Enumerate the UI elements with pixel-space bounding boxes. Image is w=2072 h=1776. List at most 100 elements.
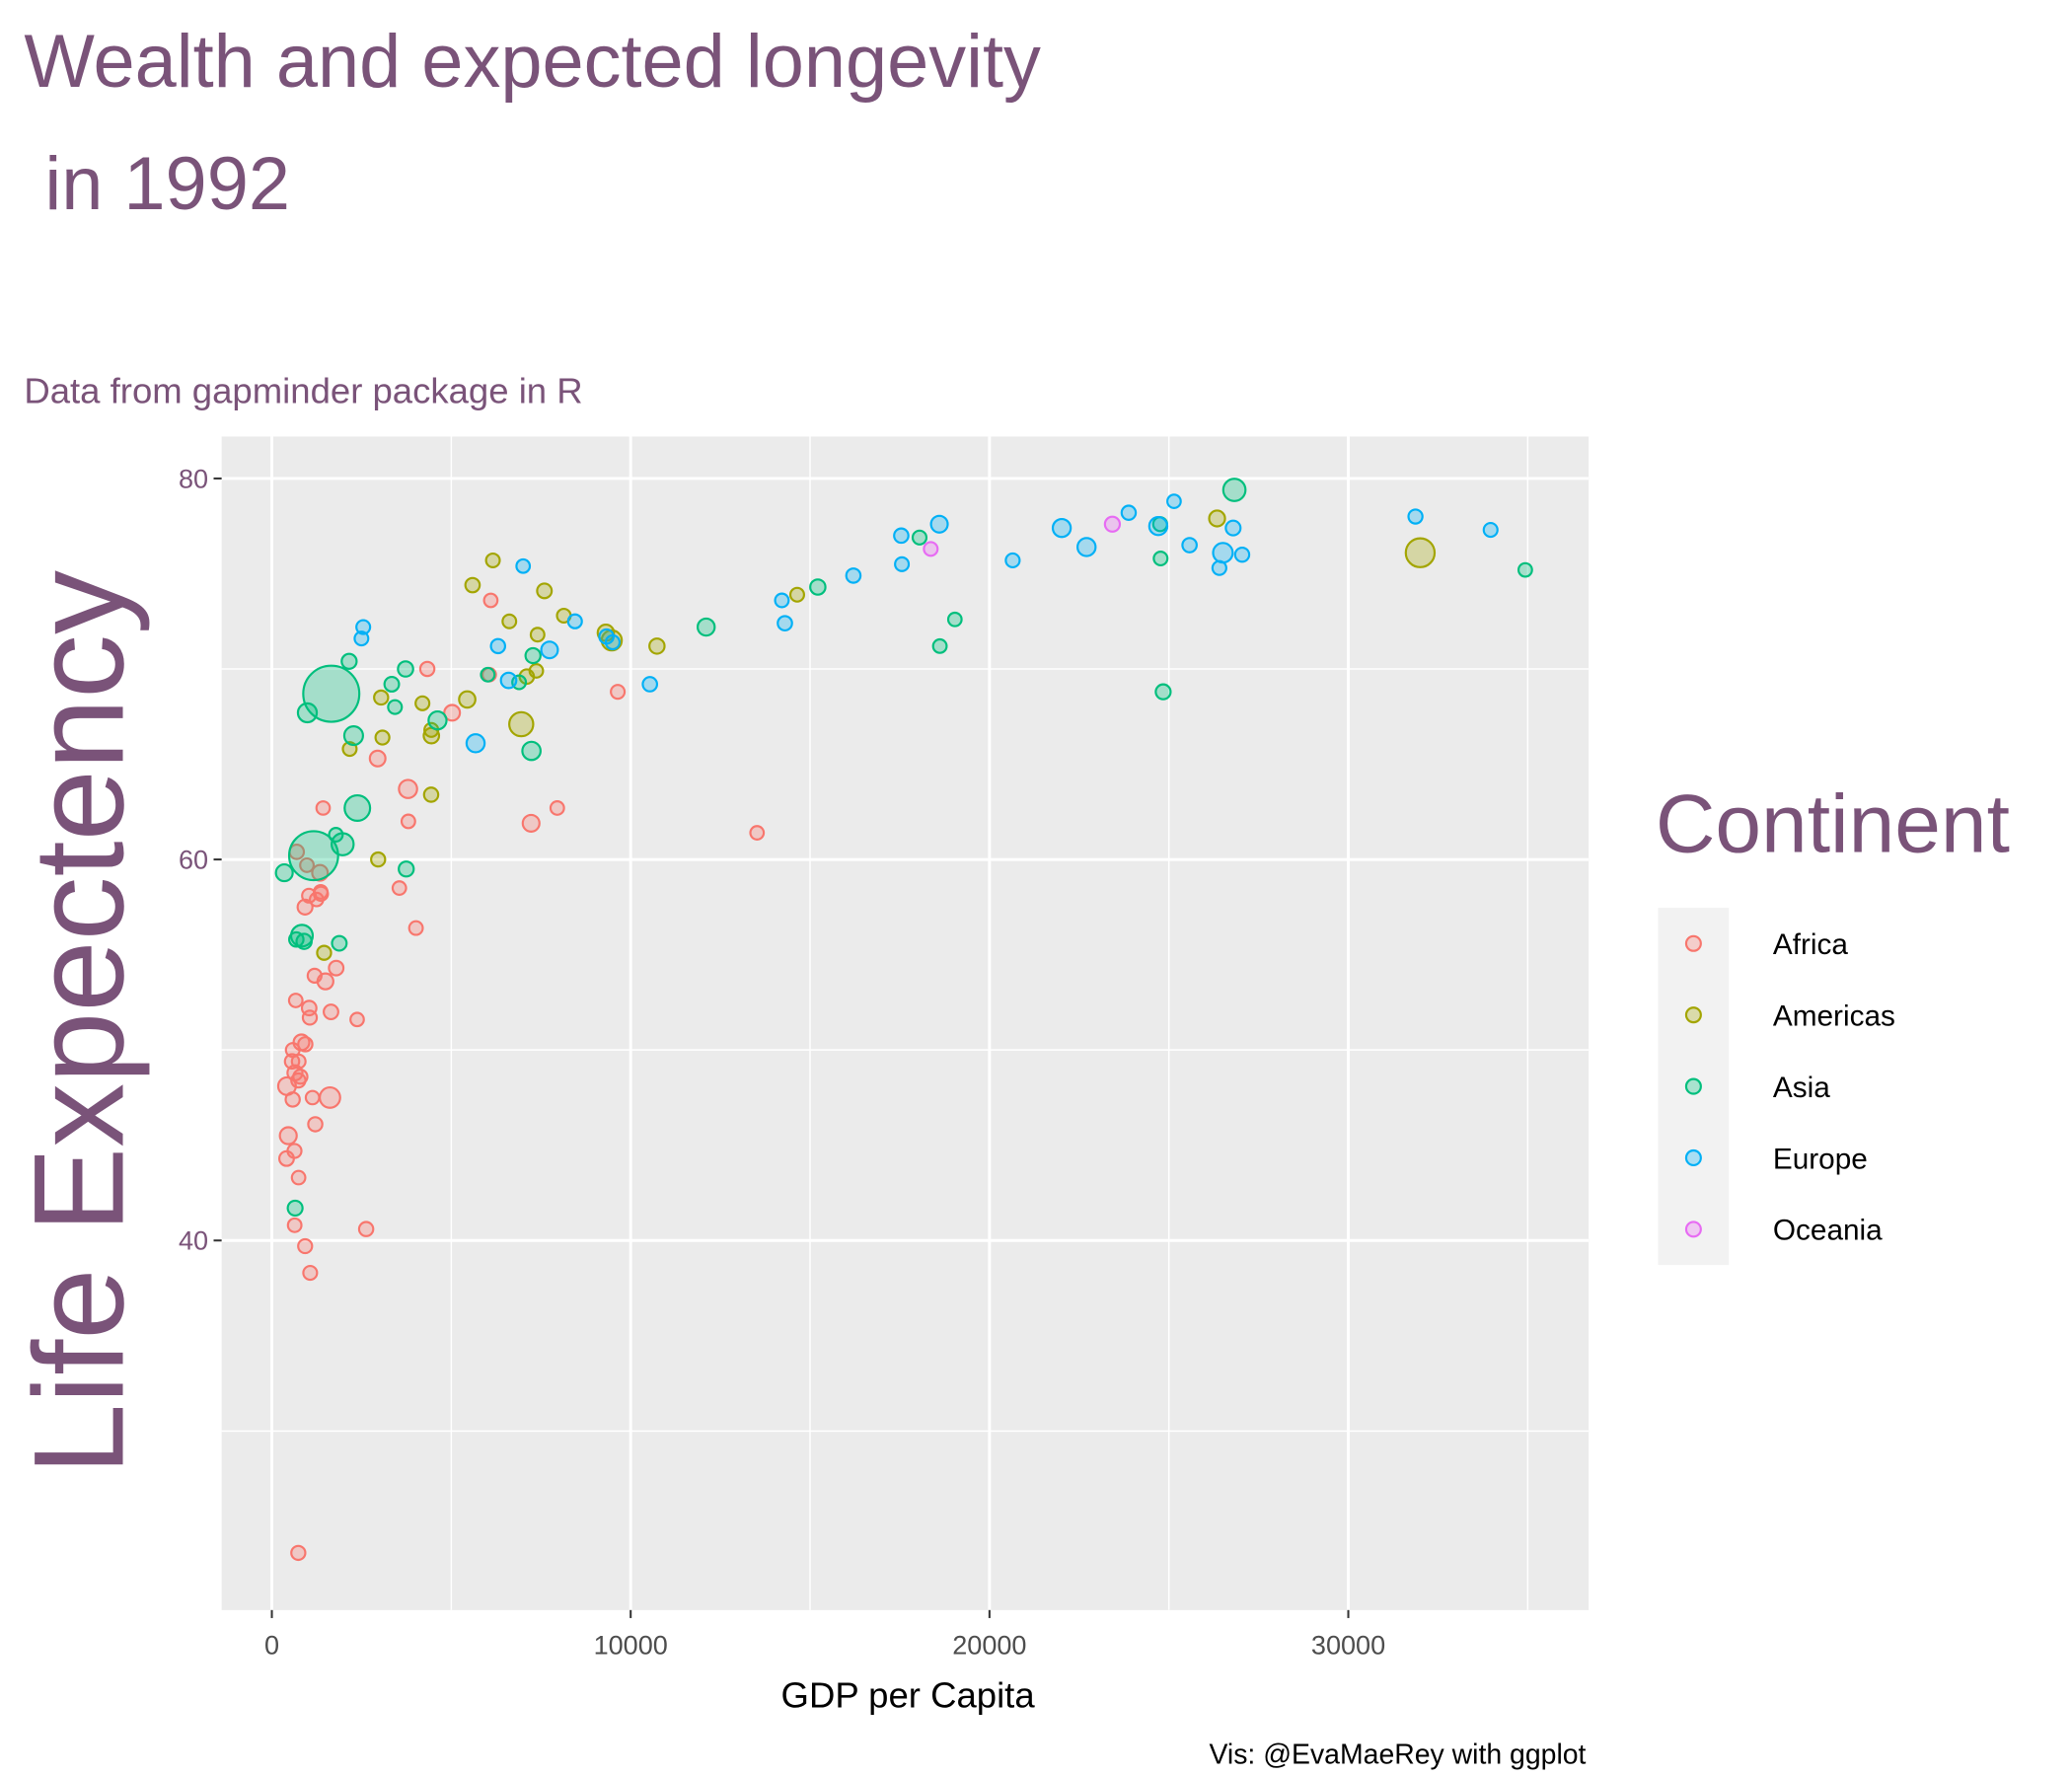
point xyxy=(1233,546,1251,563)
point xyxy=(465,733,486,754)
point xyxy=(299,856,315,873)
legend-key xyxy=(1684,1006,1702,1024)
legend-label: Europe xyxy=(1773,1143,1868,1175)
point xyxy=(549,800,565,816)
legend-key-background xyxy=(1658,908,1730,1266)
point xyxy=(414,695,431,711)
y-tick-label: 80 xyxy=(179,464,208,493)
point xyxy=(1212,542,1234,564)
point xyxy=(749,825,766,841)
point xyxy=(427,709,448,731)
point xyxy=(383,675,401,693)
legend-title: Continent xyxy=(1656,777,2010,869)
point xyxy=(297,1237,314,1255)
point xyxy=(911,529,928,546)
x-axis-label: GDP per Capita xyxy=(781,1675,1036,1716)
x-tick-label: 20000 xyxy=(952,1630,1026,1660)
point xyxy=(355,619,372,635)
point xyxy=(540,640,559,660)
point xyxy=(610,684,627,701)
point xyxy=(1517,561,1533,578)
point xyxy=(286,1199,304,1218)
point xyxy=(1208,509,1226,528)
title-line: Wealth and expected longevity xyxy=(24,20,1041,104)
point xyxy=(274,863,294,883)
point xyxy=(946,611,963,628)
point xyxy=(788,586,805,603)
point xyxy=(1407,508,1424,525)
point xyxy=(443,703,462,722)
point xyxy=(528,663,545,679)
point xyxy=(501,613,518,629)
point xyxy=(307,1116,324,1133)
panel-background xyxy=(221,436,1590,1610)
point xyxy=(521,740,542,762)
point xyxy=(1404,537,1437,568)
point xyxy=(368,749,387,768)
point xyxy=(328,959,345,977)
chart-subtitle: Data from gapminder package in R xyxy=(24,371,582,411)
point xyxy=(331,934,348,952)
point xyxy=(301,887,318,904)
legend-key xyxy=(1684,1148,1702,1166)
point xyxy=(387,699,404,715)
point xyxy=(482,592,499,609)
y-axis-label: Life Expectency xyxy=(6,570,150,1475)
point xyxy=(777,615,793,632)
point xyxy=(480,666,496,683)
legend-key xyxy=(1684,934,1702,952)
title-line: in 1992 xyxy=(24,142,290,226)
point xyxy=(499,671,518,690)
point xyxy=(295,932,313,950)
point xyxy=(1051,517,1073,539)
point xyxy=(323,1003,339,1020)
point xyxy=(1152,551,1169,567)
legend-label: Americas xyxy=(1773,1000,1895,1033)
grid xyxy=(221,436,1590,1610)
point xyxy=(287,993,304,1008)
point xyxy=(845,567,862,584)
point xyxy=(397,660,414,678)
point xyxy=(1004,552,1021,569)
point xyxy=(641,676,659,693)
point xyxy=(353,630,370,647)
point xyxy=(929,514,949,534)
point xyxy=(374,729,391,746)
point xyxy=(400,813,416,830)
point xyxy=(398,778,418,799)
points xyxy=(274,478,1533,1562)
legend-label: Africa xyxy=(1773,928,1849,961)
point xyxy=(508,710,535,738)
point xyxy=(296,702,319,724)
point xyxy=(697,617,716,637)
x-tick-label: 10000 xyxy=(594,1630,668,1660)
point xyxy=(464,576,481,594)
y-tick-label: 40 xyxy=(179,1226,208,1256)
legend-key xyxy=(1684,1077,1702,1095)
legend-label: Asia xyxy=(1773,1072,1830,1104)
point xyxy=(349,1011,365,1028)
point xyxy=(489,637,507,655)
point xyxy=(318,1086,341,1109)
point xyxy=(284,1091,301,1108)
point xyxy=(290,1169,307,1186)
point xyxy=(515,557,532,574)
point xyxy=(290,1544,307,1562)
point xyxy=(302,664,361,723)
point xyxy=(373,689,390,706)
legend-key xyxy=(1684,1221,1702,1238)
point xyxy=(1103,515,1122,533)
legend-label: Oceania xyxy=(1773,1215,1883,1247)
point xyxy=(931,637,948,654)
point xyxy=(1120,504,1138,521)
point xyxy=(286,1064,304,1082)
point xyxy=(304,1089,321,1106)
point xyxy=(484,552,501,568)
point xyxy=(357,1221,375,1237)
x-tick-label: 30000 xyxy=(1311,1630,1385,1660)
point xyxy=(521,813,541,833)
point xyxy=(418,660,436,678)
point xyxy=(286,1217,303,1233)
point xyxy=(529,627,546,643)
